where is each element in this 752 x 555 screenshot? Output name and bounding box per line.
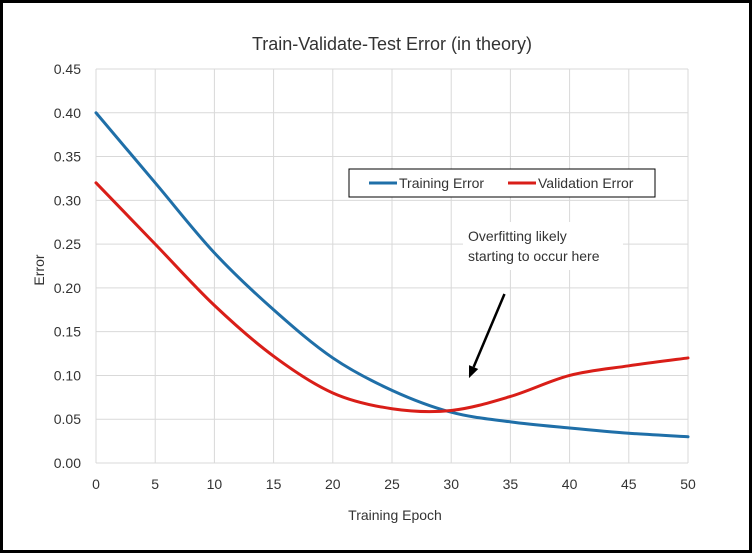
annotation: Overfitting likely starting to occur her… xyxy=(463,222,623,379)
x-tick-label: 45 xyxy=(621,476,637,492)
x-tick-label: 30 xyxy=(443,476,459,492)
series-line-training-error xyxy=(94,111,690,439)
y-tick-label: 0.00 xyxy=(54,455,81,471)
y-tick-label: 0.40 xyxy=(54,105,81,121)
legend: Training Error Validation Error xyxy=(348,168,656,198)
x-tick-label: 0 xyxy=(92,476,100,492)
series-group xyxy=(94,111,690,439)
y-tick-label: 0.05 xyxy=(54,411,81,427)
y-tick-label: 0.25 xyxy=(54,236,81,252)
annotation-arrow-head xyxy=(468,365,479,379)
annotation-line-2: starting to occur here xyxy=(468,248,600,264)
chart-title: Train-Validate-Test Error (in theory) xyxy=(252,34,532,54)
y-tick-label: 0.35 xyxy=(54,149,81,165)
x-tick-label: 10 xyxy=(207,476,223,492)
y-axis-label: Error xyxy=(31,254,47,285)
legend-label-validation: Validation Error xyxy=(538,175,634,191)
x-tick-label: 25 xyxy=(384,476,400,492)
y-tick-label: 0.20 xyxy=(54,280,81,296)
x-tick-label: 35 xyxy=(503,476,519,492)
x-axis-label: Training Epoch xyxy=(348,507,442,523)
annotation-arrow-shaft xyxy=(472,293,506,368)
x-tick-label: 40 xyxy=(562,476,578,492)
x-tick-label: 15 xyxy=(266,476,282,492)
y-tick-label: 0.45 xyxy=(54,61,81,77)
x-tick-label: 5 xyxy=(151,476,159,492)
y-tick-label: 0.30 xyxy=(54,192,81,208)
x-tick-label: 20 xyxy=(325,476,341,492)
annotation-box xyxy=(463,222,623,270)
legend-label-training: Training Error xyxy=(399,175,484,191)
x-tick-label: 50 xyxy=(680,476,696,492)
line-chart: Train-Validate-Test Error (in theory) 0.… xyxy=(31,34,696,523)
y-tick-label: 0.15 xyxy=(54,324,81,340)
series-line-validation-error xyxy=(94,181,690,414)
legend-box xyxy=(348,168,656,198)
annotation-line-1: Overfitting likely xyxy=(468,228,567,244)
axis-ticks: 0.00 0.05 0.10 0.15 0.20 0.25 0.30 0.35 0.40 0.45… xyxy=(54,61,696,492)
y-tick-label: 0.10 xyxy=(54,367,81,383)
